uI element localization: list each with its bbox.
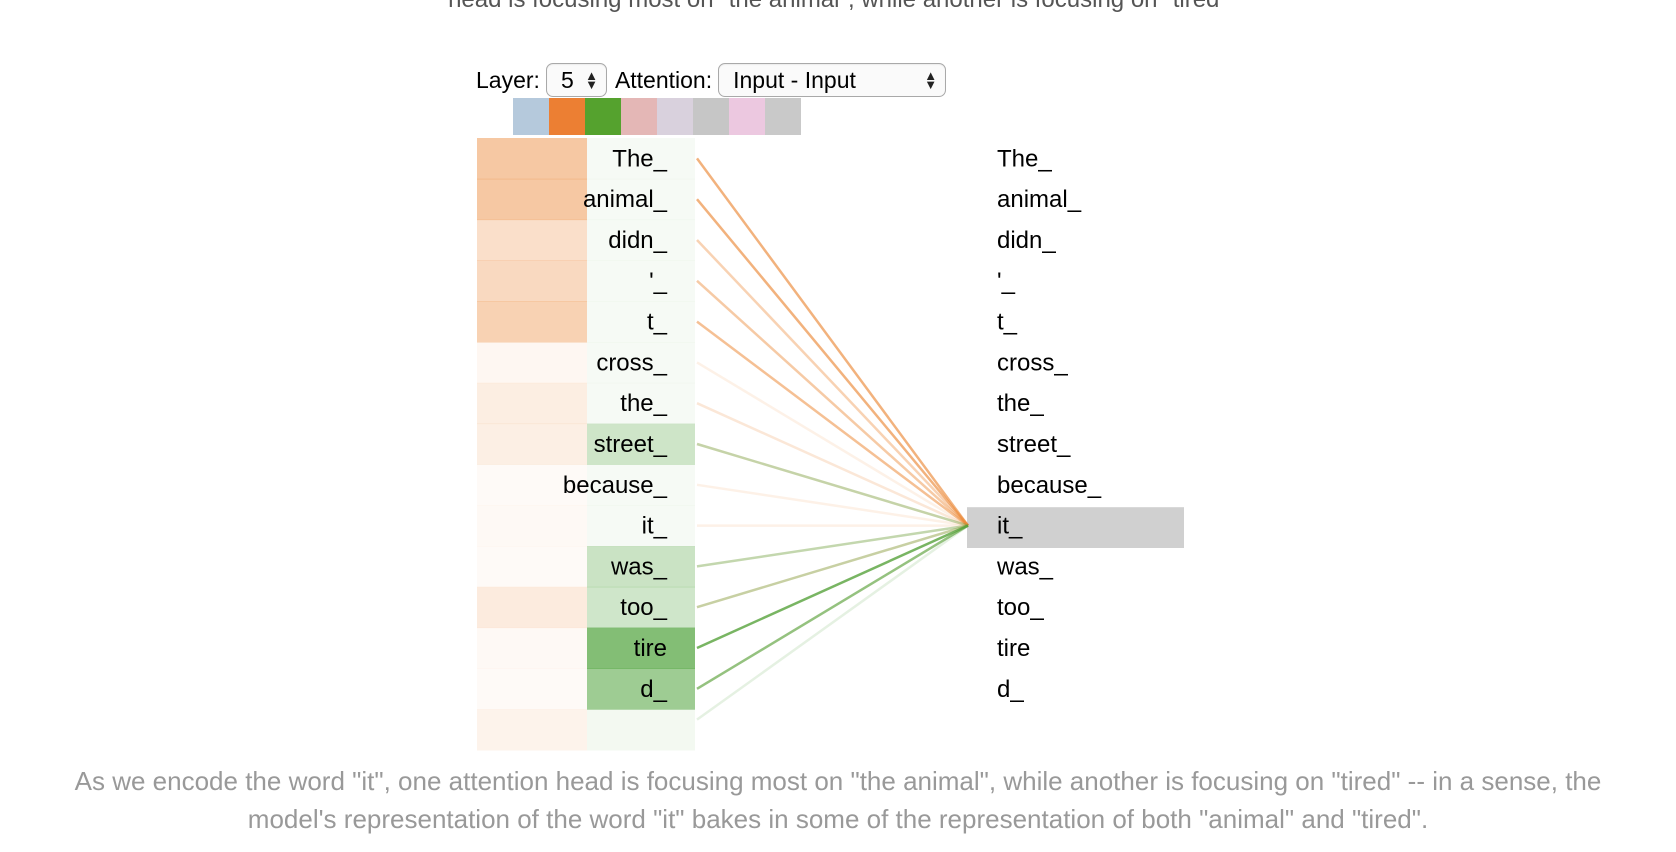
- attention-value: Input - Input: [733, 66, 856, 93]
- target-token[interactable]: t_: [997, 309, 1018, 336]
- attention-line-green: [696, 524, 969, 609]
- orange-head-cell: [477, 423, 587, 465]
- head-color-swatches: [513, 98, 801, 135]
- orange-head-cell: [477, 505, 587, 547]
- target-token[interactable]: The_: [997, 145, 1052, 172]
- source-token[interactable]: the_: [620, 390, 667, 417]
- head-swatch-2[interactable]: [549, 98, 585, 135]
- orange-head-cell: [477, 627, 587, 669]
- orange-head-cell: [477, 668, 587, 710]
- controls-bar: Layer: 5 ▲ ▼ Attention: Input - Input ▲ ▼: [476, 60, 954, 100]
- orange-head-cell: [477, 301, 587, 343]
- head-swatch-5[interactable]: [657, 98, 693, 135]
- orange-head-cell: [477, 586, 587, 629]
- attention-line-green: [696, 524, 969, 568]
- green-head-cell: [587, 546, 695, 588]
- target-token[interactable]: because_: [997, 472, 1102, 499]
- selected-token-highlight: [967, 507, 1184, 548]
- attention-line-orange: [696, 279, 969, 527]
- attention-line-green: [696, 524, 969, 650]
- cut-off-header-text: head is focusing most on "the animal", w…: [0, 0, 1676, 14]
- orange-head-cell: [477, 382, 587, 425]
- target-token[interactable]: didn_: [997, 227, 1056, 254]
- source-token[interactable]: didn_: [608, 227, 667, 254]
- figure-caption: As we encode the word "it", one attentio…: [0, 762, 1676, 838]
- green-head-cell: [587, 219, 695, 261]
- green-head-cell: [587, 668, 695, 710]
- head-swatch-8[interactable]: [765, 98, 801, 135]
- attention-line-orange: [696, 442, 969, 527]
- green-head-cell: [587, 464, 695, 506]
- target-token[interactable]: '_: [997, 268, 1016, 295]
- orange-head-cell: [477, 342, 587, 384]
- orange-head-cell: [477, 138, 587, 180]
- head-swatch-4[interactable]: [621, 98, 657, 135]
- source-token[interactable]: because_: [563, 472, 668, 499]
- orange-head-cell: [477, 178, 587, 221]
- attention-line-orange: [696, 483, 969, 527]
- head-swatch-7[interactable]: [729, 98, 765, 135]
- green-head-cell: [587, 178, 695, 221]
- attention-line: [696, 524, 969, 721]
- layer-select[interactable]: 5 ▲ ▼: [545, 63, 607, 97]
- target-token[interactable]: too_: [997, 594, 1044, 621]
- caption-line-1: As we encode the word "it", one attentio…: [74, 766, 1602, 796]
- green-head-cell: [587, 586, 695, 629]
- green-head-cell: [587, 342, 695, 384]
- orange-head-cell: [477, 546, 587, 588]
- attention-line-orange: [696, 320, 969, 527]
- green-head-cell: [587, 382, 695, 425]
- layer-label: Layer:: [476, 66, 540, 93]
- attention-select[interactable]: Input - Input ▲ ▼: [718, 63, 947, 97]
- target-token[interactable]: street_: [997, 431, 1071, 458]
- source-token[interactable]: The_: [612, 145, 667, 172]
- target-token[interactable]: animal_: [997, 186, 1082, 213]
- target-token[interactable]: the_: [997, 390, 1044, 417]
- green-head-cell: [587, 505, 695, 547]
- attention-line-green: [696, 442, 969, 527]
- attention-line-orange: [696, 402, 969, 527]
- green-head-cell: [587, 301, 695, 343]
- source-token[interactable]: was_: [610, 553, 668, 580]
- target-token[interactable]: cross_: [997, 349, 1068, 376]
- source-token[interactable]: t_: [647, 309, 668, 336]
- target-token[interactable]: d_: [997, 676, 1024, 703]
- green-head-cell: [587, 627, 695, 669]
- target-token[interactable]: was_: [996, 553, 1054, 580]
- source-token[interactable]: animal_: [583, 186, 668, 213]
- source-token[interactable]: it_: [642, 513, 668, 540]
- caption-line-2: model's representation of the word "it" …: [247, 804, 1429, 834]
- attention-line-green: [696, 524, 969, 690]
- source-token[interactable]: street_: [594, 431, 668, 458]
- source-token[interactable]: cross_: [596, 349, 667, 376]
- updown-arrows-icon: ▲ ▼: [585, 68, 598, 92]
- head-swatch-1[interactable]: [513, 98, 549, 135]
- head-swatch-6[interactable]: [693, 98, 729, 135]
- attention-line-orange: [696, 361, 969, 527]
- orange-head-cell: [477, 260, 587, 302]
- orange-head-cell: [477, 219, 587, 261]
- attention-line-orange: [696, 239, 969, 527]
- updown-arrows-icon: ▲ ▼: [924, 68, 938, 92]
- orange-head-cell: [477, 464, 587, 506]
- source-token[interactable]: tire: [634, 635, 667, 662]
- attention-diagram: The_ The_ animal_ animal_ didn_ didn_ '_ '_ t_ t_…: [477, 138, 1184, 751]
- target-token[interactable]: tire: [997, 635, 1030, 662]
- layer-value: 5: [560, 66, 574, 93]
- attention-line-orange: [695, 157, 970, 527]
- attention-line-orange: [696, 198, 969, 527]
- source-token[interactable]: '_: [649, 268, 668, 295]
- head-swatch-3[interactable]: [585, 98, 621, 135]
- attention-label: Attention:: [614, 66, 713, 93]
- green-head-cell: [587, 260, 695, 302]
- attention-line-orange: [696, 524, 969, 568]
- source-token[interactable]: too_: [620, 594, 667, 621]
- orange-head-cell: [477, 709, 587, 751]
- source-token[interactable]: d_: [640, 676, 667, 703]
- attention-line-orange: [696, 524, 969, 609]
- green-head-cell: [587, 138, 695, 180]
- green-head-cell: [587, 423, 695, 465]
- target-token[interactable]: it_: [997, 513, 1023, 540]
- green-head-cell: [587, 709, 695, 751]
